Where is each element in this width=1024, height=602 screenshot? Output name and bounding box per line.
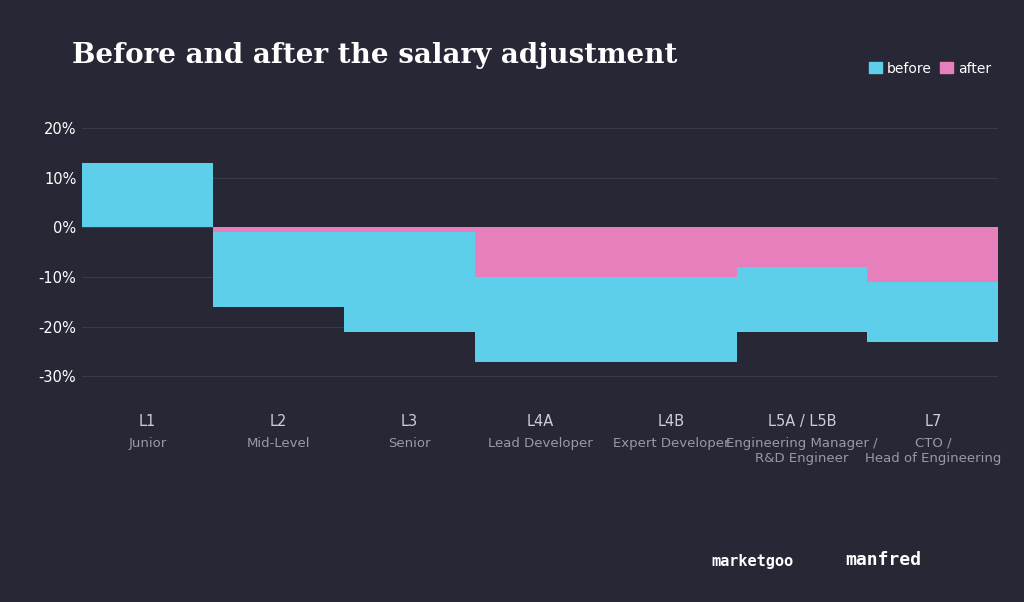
Text: Junior: Junior (128, 436, 167, 450)
Text: L5A / L5B: L5A / L5B (768, 414, 837, 429)
Text: manfred: manfred (845, 551, 921, 569)
Text: Before and after the salary adjustment: Before and after the salary adjustment (72, 42, 677, 69)
Text: Expert Developer: Expert Developer (612, 436, 729, 450)
Text: marketgoo: marketgoo (712, 554, 794, 569)
Legend: before, after: before, after (869, 61, 991, 75)
Text: Lead Developer: Lead Developer (487, 436, 593, 450)
Text: L1: L1 (139, 414, 156, 429)
Text: L7: L7 (925, 414, 942, 429)
Text: CTO /
Head of Engineering: CTO / Head of Engineering (864, 436, 1001, 465)
Text: L3: L3 (400, 414, 418, 429)
Text: Mid-Level: Mid-Level (247, 436, 310, 450)
Text: L4B: L4B (657, 414, 685, 429)
Text: L2: L2 (269, 414, 287, 429)
Text: Senior: Senior (388, 436, 430, 450)
Text: Engineering Manager /
R&D Engineer: Engineering Manager / R&D Engineer (726, 436, 878, 465)
Text: L4A: L4A (526, 414, 554, 429)
